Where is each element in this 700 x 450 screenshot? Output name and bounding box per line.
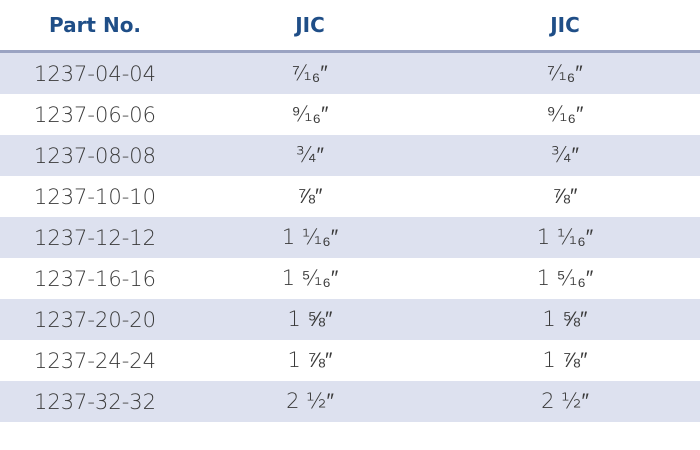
table-cell: ⁷⁄₁₆″ bbox=[430, 51, 700, 94]
table-cell: 2 ½″ bbox=[430, 381, 700, 422]
table-cell: ⁹⁄₁₆″ bbox=[546, 102, 584, 126]
table-row: 1237-24-24 1 ⅞″ 1 ⅞″ bbox=[0, 340, 700, 381]
table-row: 1237-06-06 ⁹⁄₁₆″ ⁹⁄₁₆″ bbox=[0, 94, 700, 135]
table-cell: 1 ⅞″ bbox=[542, 348, 588, 372]
table-row: 1237-08-08 ¾″ ¾″ bbox=[0, 135, 700, 176]
table-cell: 1 ⁵⁄₁₆″ bbox=[281, 266, 339, 290]
table-cell: 1 ⅝″ bbox=[190, 299, 430, 340]
table-cell: ¾″ bbox=[190, 135, 430, 176]
table-row: 1237-04-04 ⁷⁄₁₆″ ⁷⁄₁₆″ bbox=[0, 51, 700, 94]
table-cell: ⅞″ bbox=[552, 184, 578, 208]
table-cell: 1 ¹⁄₁₆″ bbox=[190, 217, 430, 258]
table-cell: 1237-10-10 bbox=[33, 184, 157, 209]
table-row: 1237-32-32 2 ½″ 2 ½″ bbox=[0, 381, 700, 422]
table-cell: ⁹⁄₁₆″ bbox=[291, 102, 329, 126]
header-row: Part No. JIC JIC bbox=[0, 0, 700, 53]
table-cell: 1237-12-12 bbox=[0, 217, 190, 258]
table-row: 1237-12-12 1 ¹⁄₁₆″ 1 ¹⁄₁₆″ bbox=[0, 217, 700, 258]
column-header: Part No. bbox=[0, 0, 190, 53]
table-cell: ¾″ bbox=[430, 135, 700, 176]
table-cell: 1 ⅝″ bbox=[430, 299, 700, 340]
table-cell: ⅞″ bbox=[297, 184, 323, 208]
column-header: JIC bbox=[430, 0, 700, 53]
table-cell: 1 ⁵⁄₁₆″ bbox=[536, 266, 594, 290]
table-cell: ⁷⁄₁₆″ bbox=[190, 51, 430, 94]
table-cell: 1 ⅞″ bbox=[287, 348, 333, 372]
column-header: JIC bbox=[190, 0, 430, 53]
table-cell: 1237-24-24 bbox=[33, 348, 157, 373]
parts-table: Part No. JIC JIC 1237-04-04 ⁷⁄₁₆″ ⁷⁄₁₆″ 1237-… bbox=[0, 0, 700, 422]
table-cell: 1 ¹⁄₁₆″ bbox=[430, 217, 700, 258]
table-cell: 2 ½″ bbox=[190, 381, 430, 422]
table-cell: 1237-20-20 bbox=[0, 299, 190, 340]
table-row: 1237-16-16 1 ⁵⁄₁₆″ 1 ⁵⁄₁₆″ bbox=[0, 258, 700, 299]
table-cell: 1237-32-32 bbox=[0, 381, 190, 422]
table-cell: 1237-06-06 bbox=[33, 102, 157, 127]
table-cell: 1237-16-16 bbox=[33, 266, 157, 291]
table-body: 1237-04-04 ⁷⁄₁₆″ ⁷⁄₁₆″ 1237-06-06 ⁹⁄₁₆″ ⁹⁄₁₆″… bbox=[0, 51, 700, 422]
table-row: 1237-20-20 1 ⅝″ 1 ⅝″ bbox=[0, 299, 700, 340]
table-cell: 1237-04-04 bbox=[0, 51, 190, 94]
table-row: 1237-10-10 ⅞″ ⅞″ bbox=[0, 176, 700, 217]
table-cell: 1237-08-08 bbox=[0, 135, 190, 176]
